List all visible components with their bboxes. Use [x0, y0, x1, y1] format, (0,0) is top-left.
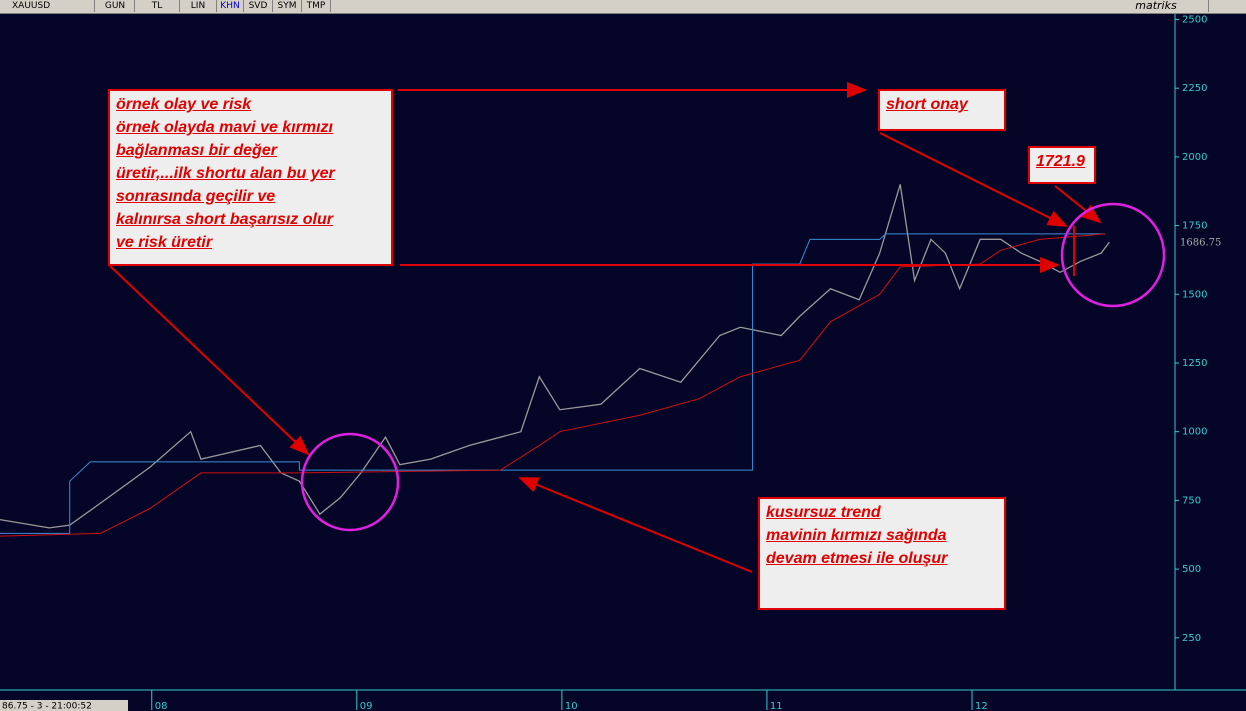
annotation-line: 1721.9	[1036, 153, 1085, 170]
x-tick-label: 08	[155, 701, 168, 711]
arrow	[879, 132, 1068, 227]
y-tick-label: 750	[1182, 495, 1201, 506]
x-tick-label: 12	[975, 701, 988, 711]
annotation-box: örnek olay ve risk örnek olayda mavi ve k…	[108, 89, 393, 266]
annotation-line: kalınırsa short başarısız olur	[116, 211, 333, 228]
arrow	[1054, 185, 1102, 224]
brand: matriks	[1104, 0, 1209, 12]
y-tick-label: 1250	[1182, 358, 1207, 369]
annotation-line: devam etmesi ile oluşur	[766, 550, 948, 567]
annotation-line: sonrasında geçilir ve	[116, 188, 276, 205]
annotation-line: kusursuz trend	[766, 504, 881, 521]
annotation-shapes	[109, 82, 1166, 573]
tool-button[interactable]: TL	[135, 0, 180, 12]
last-price-box	[1177, 235, 1239, 250]
status: 86.75 - 3 - 21:00:52	[2, 702, 92, 711]
symbol[interactable]: XAUUSD	[0, 0, 95, 12]
y-tick-label: 2250	[1182, 83, 1207, 94]
x-tick-label: 11	[770, 701, 783, 711]
y-tick-label: 2000	[1182, 152, 1207, 163]
annotation-line: örnek olay ve risk	[116, 96, 252, 113]
tool-button[interactable]: LIN	[180, 0, 217, 12]
y-tick-label: 2500	[1182, 14, 1207, 25]
annotation-box: kusursuz trend mavinin kırmızı sağında dev…	[758, 497, 1006, 610]
status-box	[0, 700, 128, 711]
tool-button[interactable]: SVD	[244, 0, 273, 12]
annotation-line: üretir,...ilk shortu alan bu yer	[116, 165, 335, 182]
arrow	[109, 265, 310, 456]
annotation-line: short onay	[886, 96, 968, 113]
y-tick-label: 500	[1182, 564, 1201, 575]
y-tick-label: 1750	[1182, 221, 1207, 232]
annotation-box: 1721.9	[1028, 146, 1096, 184]
annotation-line: örnek olayda mavi ve kırmızı	[116, 119, 333, 136]
highlight-circle	[300, 432, 400, 532]
arrow	[518, 477, 753, 573]
tool-button[interactable]: GUN	[96, 0, 135, 12]
annotation-box: short onay	[878, 89, 1006, 131]
series-line	[0, 184, 1110, 529]
tool-button[interactable]: TMP	[302, 0, 331, 12]
series-line	[0, 233, 1106, 534]
tool-button[interactable]: KHN	[217, 0, 244, 12]
y-tick-label: 1500	[1182, 289, 1207, 300]
y-tick-label: 250	[1182, 633, 1201, 644]
annotation-line: bağlanması bir değer	[116, 142, 277, 159]
toolbar: XAUUSD GUN TL LIN KHN SVD SYM TMP matrik…	[0, 0, 1246, 14]
x-tick-label: 09	[360, 701, 373, 711]
annotation-line: ve risk üretir	[116, 234, 213, 251]
x-tick-label: 10	[565, 701, 578, 711]
tool-button[interactable]: SYM	[273, 0, 302, 12]
y-tick-label: 1000	[1182, 427, 1207, 438]
annotation-line: mavinin kırmızı sağında	[766, 527, 947, 544]
highlight-circle	[1060, 202, 1166, 308]
last-price: 1686.75	[1180, 237, 1221, 248]
